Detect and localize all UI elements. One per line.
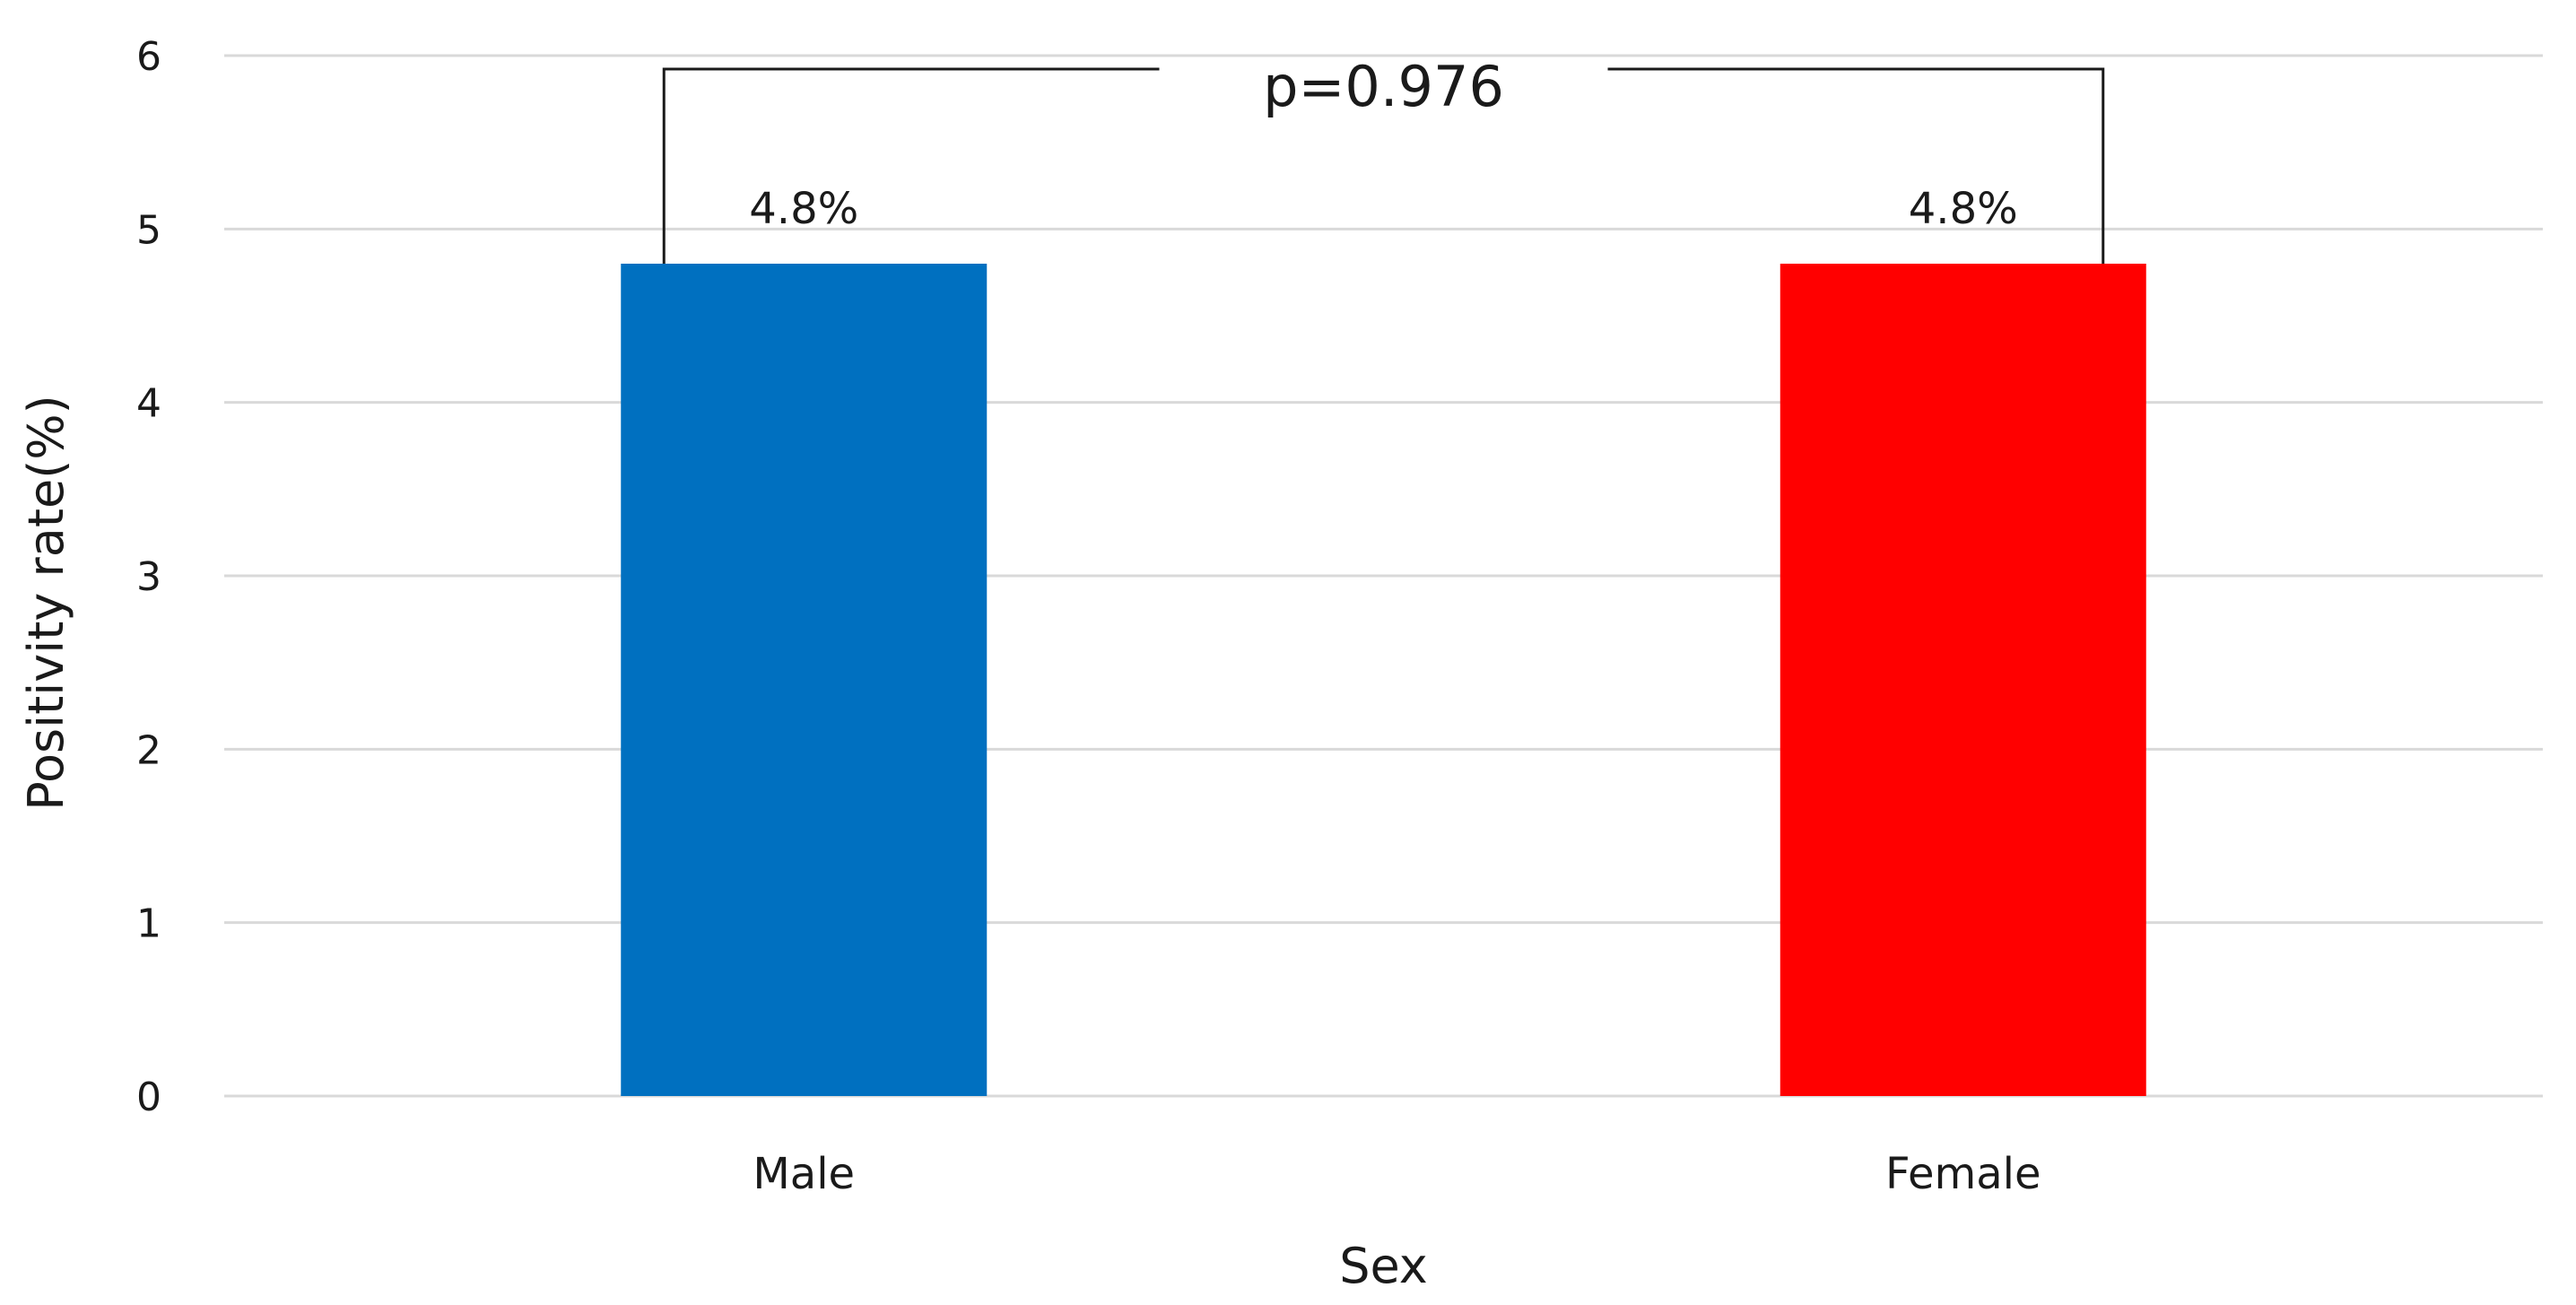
bar-female (1780, 264, 2146, 1096)
x-axis-ticks: Male Female (753, 1149, 2041, 1199)
p-value-annotation: p=0.976 (1263, 54, 1504, 119)
y-tick-label: 5 (136, 207, 161, 253)
y-tick-label: 4 (136, 381, 161, 427)
data-labels: 4.8% 4.8% (749, 184, 2017, 234)
data-label-male: 4.8% (749, 184, 858, 234)
y-axis-title: Positivity rate(%) (18, 395, 74, 810)
bracket-right-arm (1607, 67, 2105, 264)
x-tick-label-female: Female (1885, 1149, 2041, 1199)
bar-male (621, 264, 988, 1096)
x-axis-title: Sex (1339, 1238, 1428, 1294)
y-tick-label: 0 (136, 1074, 161, 1120)
y-tick-label: 2 (136, 727, 161, 773)
bracket-left-arm (662, 67, 1160, 264)
y-tick-label: 1 (136, 901, 161, 947)
gridlines (224, 54, 2543, 1098)
x-tick-label-male: Male (753, 1149, 855, 1199)
y-tick-label: 3 (136, 554, 161, 600)
significance-bracket: p=0.976 (662, 54, 2105, 264)
y-tick-label: 6 (136, 34, 161, 80)
y-axis-ticks: 0 1 2 3 4 5 6 (136, 34, 161, 1120)
bars (621, 264, 2146, 1096)
data-label-female: 4.8% (1909, 184, 2018, 234)
